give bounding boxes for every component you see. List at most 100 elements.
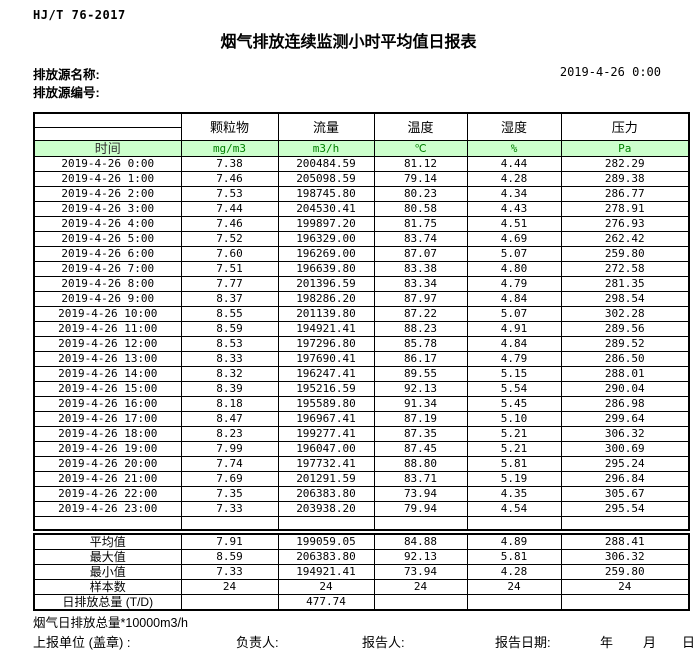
table-row: 2019-4-26 7:00 7.51 196639.80 83.38 4.80 272.…	[33, 261, 690, 277]
value-cell: 288.01	[560, 366, 690, 382]
value-cell: 92.13	[373, 381, 468, 397]
value-cell: 88.80	[373, 456, 468, 472]
summary-value-cell: 288.41	[560, 533, 690, 550]
summary-label-cell: 最大值	[33, 549, 182, 565]
value-cell: 205098.59	[277, 171, 375, 187]
summary-value-cell: 199059.05	[277, 533, 375, 550]
summary-row: 最大值 8.59 206383.80 92.13 5.81 306.32	[33, 549, 690, 565]
table-row: 2019-4-26 5:00 7.52 196329.00 83.74 4.69 262.…	[33, 231, 690, 247]
spacer-row	[33, 516, 690, 531]
value-cell: 289.38	[560, 171, 690, 187]
value-cell: 194921.41	[277, 321, 375, 337]
value-cell: 197296.80	[277, 336, 375, 352]
time-cell: 2019-4-26 23:00	[33, 501, 182, 517]
summary-value-cell: 24	[180, 579, 279, 595]
time-cell: 2019-4-26 11:00	[33, 321, 182, 337]
value-cell: 4.69	[466, 231, 562, 247]
time-cell: 2019-4-26 1:00	[33, 171, 182, 187]
value-cell: 278.91	[560, 201, 690, 217]
summary-value-cell	[466, 594, 562, 611]
time-cell: 2019-4-26 19:00	[33, 441, 182, 457]
value-cell: 281.35	[560, 276, 690, 292]
table-row: 2019-4-26 19:00 7.99 196047.00 87.45 5.21 300…	[33, 441, 690, 457]
value-cell: 305.67	[560, 486, 690, 502]
emission-source-name-label: 排放源名称:	[33, 68, 100, 82]
value-cell: 7.46	[180, 171, 279, 187]
table-row: 2019-4-26 20:00 7.74 197732.41 88.80 5.81 295…	[33, 456, 690, 472]
value-cell: 204530.41	[277, 201, 375, 217]
value-cell: 201291.59	[277, 471, 375, 487]
time-cell: 2019-4-26 7:00	[33, 261, 182, 277]
value-cell: 7.35	[180, 486, 279, 502]
time-cell: 2019-4-26 8:00	[33, 276, 182, 292]
value-cell: 196269.00	[277, 246, 375, 262]
summary-value-cell: 7.91	[180, 533, 279, 550]
value-cell: 296.84	[560, 471, 690, 487]
summary-value-cell: 4.28	[466, 564, 562, 580]
value-cell: 8.18	[180, 396, 279, 412]
value-cell: 5.15	[466, 366, 562, 382]
value-cell: 7.60	[180, 246, 279, 262]
unit-particulate: mg/m3	[180, 140, 279, 157]
standard-code: HJ/T 76-2017	[33, 8, 126, 22]
emission-source-id-label: 排放源编号:	[33, 86, 100, 100]
value-cell: 5.21	[466, 426, 562, 442]
table-row: 2019-4-26 11:00 8.59 194921.41 88.23 4.91 289…	[33, 321, 690, 337]
value-cell: 197732.41	[277, 456, 375, 472]
value-cell: 7.99	[180, 441, 279, 457]
value-cell: 83.74	[373, 231, 468, 247]
value-cell: 8.39	[180, 381, 279, 397]
table-row: 2019-4-26 4:00 7.46 199897.20 81.75 4.51 276.…	[33, 216, 690, 232]
value-cell: 286.77	[560, 186, 690, 202]
table-row: 2019-4-26 2:00 7.53 198745.80 80.23 4.34 286.…	[33, 186, 690, 202]
value-cell: 7.53	[180, 186, 279, 202]
value-cell: 286.50	[560, 351, 690, 367]
day-label: 日	[682, 635, 696, 650]
value-cell: 7.74	[180, 456, 279, 472]
time-cell: 2019-4-26 15:00	[33, 381, 182, 397]
value-cell: 5.19	[466, 471, 562, 487]
value-cell: 91.34	[373, 396, 468, 412]
unit-flow: m3/h	[277, 140, 375, 157]
year-label: 年	[600, 635, 614, 650]
summary-value-cell: 477.74	[277, 594, 375, 611]
value-cell: 83.38	[373, 261, 468, 277]
value-cell: 80.58	[373, 201, 468, 217]
value-cell: 4.91	[466, 321, 562, 337]
value-cell: 7.77	[180, 276, 279, 292]
summary-value-cell: 24	[560, 579, 690, 595]
value-cell: 276.93	[560, 216, 690, 232]
report-unit-label: 上报单位 (盖章) :	[33, 635, 131, 650]
value-cell: 81.12	[373, 156, 468, 172]
col-header-temperature: 温度	[373, 112, 468, 141]
table-row: 2019-4-26 1:00 7.46 205098.59 79.14 4.28 289.…	[33, 171, 690, 187]
value-cell: 196639.80	[277, 261, 375, 277]
time-cell: 2019-4-26 13:00	[33, 351, 182, 367]
corner-cell-top	[33, 112, 182, 128]
unit-humidity: %	[466, 140, 562, 157]
empty-cell	[466, 516, 562, 531]
param-header-row: 颗粒物 流量 温度 湿度 压力	[33, 112, 690, 141]
time-cell: 2019-4-26 14:00	[33, 366, 182, 382]
summary-value-cell: 24	[466, 579, 562, 595]
value-cell: 4.80	[466, 261, 562, 277]
value-cell: 4.35	[466, 486, 562, 502]
value-cell: 195216.59	[277, 381, 375, 397]
report-datetime: 2019-4-26 0:00	[559, 65, 661, 79]
summary-value-cell: 5.81	[466, 549, 562, 565]
col-header-pressure: 压力	[560, 112, 690, 141]
summary-value-cell: 73.94	[373, 564, 468, 580]
page-title: 烟气排放连续监测小时平均值日报表	[220, 34, 477, 51]
empty-cell	[560, 516, 690, 531]
value-cell: 87.45	[373, 441, 468, 457]
summary-value-cell: 206383.80	[277, 549, 375, 565]
empty-cell	[373, 516, 468, 531]
value-cell: 4.84	[466, 336, 562, 352]
time-cell: 2019-4-26 10:00	[33, 306, 182, 322]
value-cell: 7.33	[180, 501, 279, 517]
value-cell: 87.97	[373, 291, 468, 307]
corner-cell-bottom	[33, 127, 182, 141]
summary-rows: 平均值 7.91 199059.05 84.88 4.89 288.41 最大值 8.59 20…	[33, 533, 690, 611]
time-cell: 2019-4-26 0:00	[33, 156, 182, 172]
